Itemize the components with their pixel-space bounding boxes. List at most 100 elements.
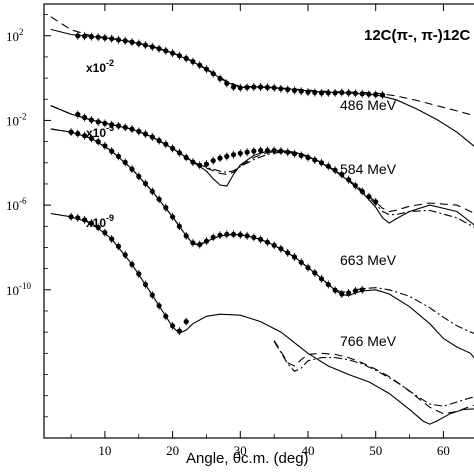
data-point bbox=[339, 171, 345, 177]
scale-label-3: x10-9 bbox=[86, 213, 114, 230]
data-point bbox=[325, 163, 331, 169]
data-point bbox=[170, 323, 176, 329]
data-point bbox=[264, 147, 270, 154]
data-point bbox=[251, 148, 257, 154]
data-point bbox=[142, 180, 149, 187]
data-point bbox=[359, 287, 365, 293]
data-point bbox=[217, 232, 223, 238]
model-curves bbox=[50, 16, 474, 425]
data-point bbox=[291, 151, 298, 157]
energy-label-584: 584 MeV bbox=[340, 161, 397, 177]
data-point bbox=[176, 53, 182, 59]
data-point bbox=[109, 122, 115, 128]
data-point bbox=[109, 236, 115, 242]
data-point bbox=[142, 131, 149, 137]
axis-ticks: 10 20 30 40 50 60 102 10-2 10-6 10-10 bbox=[6, 4, 450, 458]
data-point bbox=[325, 281, 331, 288]
data-point bbox=[318, 276, 325, 282]
data-point bbox=[258, 236, 264, 242]
curve-dashed-4 bbox=[273, 340, 474, 415]
data-point bbox=[318, 160, 325, 166]
data-point bbox=[224, 153, 230, 159]
data-point bbox=[271, 242, 277, 248]
data-point bbox=[203, 161, 210, 167]
data-point bbox=[271, 147, 277, 154]
curve-solid-3 bbox=[50, 128, 474, 359]
data-point bbox=[183, 319, 189, 325]
data-point bbox=[210, 234, 216, 240]
data-point bbox=[82, 133, 88, 139]
data-point bbox=[149, 188, 155, 194]
data-point bbox=[115, 123, 122, 129]
data-point bbox=[305, 154, 311, 161]
data-point bbox=[379, 92, 386, 98]
data-point bbox=[129, 166, 135, 172]
plot-frame bbox=[43, 3, 474, 439]
data-point bbox=[95, 224, 101, 230]
data-point bbox=[163, 205, 169, 211]
data-point bbox=[305, 89, 311, 95]
data-point bbox=[210, 158, 216, 164]
y-tick-label: 10-2 bbox=[6, 111, 27, 128]
data-point bbox=[115, 37, 122, 43]
x-tick-label: 20 bbox=[166, 443, 179, 458]
data-point bbox=[359, 91, 365, 97]
data-point bbox=[142, 281, 149, 288]
data-point bbox=[298, 88, 304, 94]
data-point bbox=[203, 238, 210, 244]
data-point bbox=[136, 128, 142, 134]
data-point bbox=[318, 90, 325, 96]
y-tick-label: 102 bbox=[6, 27, 24, 44]
data-point bbox=[88, 135, 94, 141]
data-point bbox=[298, 259, 304, 265]
data-point bbox=[352, 183, 358, 189]
data-point bbox=[346, 290, 352, 296]
data-point bbox=[352, 90, 358, 96]
data-point bbox=[136, 271, 142, 277]
data-point bbox=[332, 287, 338, 293]
data-point bbox=[237, 232, 243, 238]
data-point bbox=[102, 230, 108, 236]
data-point bbox=[244, 233, 250, 239]
data-point bbox=[291, 254, 298, 260]
data-point bbox=[88, 117, 94, 123]
data-point bbox=[197, 62, 203, 68]
data-point bbox=[373, 199, 379, 205]
data-point bbox=[359, 188, 365, 194]
curve-solid-1 bbox=[50, 28, 474, 147]
curve-dash-dot-4 bbox=[273, 341, 474, 407]
data-point bbox=[163, 48, 169, 54]
data-point bbox=[122, 38, 128, 44]
data-point bbox=[332, 167, 338, 173]
data-point bbox=[190, 159, 196, 165]
data-point bbox=[278, 86, 284, 92]
data-point bbox=[339, 291, 345, 297]
data-point bbox=[156, 138, 162, 144]
data-point bbox=[264, 239, 270, 245]
y-tick-label: 10-10 bbox=[6, 281, 31, 298]
data-point bbox=[224, 80, 230, 86]
data-point bbox=[163, 313, 169, 319]
data-point bbox=[176, 150, 182, 156]
data-point bbox=[82, 217, 88, 223]
data-point bbox=[88, 220, 94, 226]
data-point bbox=[75, 131, 81, 137]
data-point bbox=[190, 59, 196, 65]
data-point bbox=[95, 139, 101, 145]
data-point bbox=[230, 231, 237, 237]
data-point bbox=[109, 36, 115, 42]
data-point bbox=[163, 141, 169, 147]
data-point bbox=[278, 246, 284, 252]
data-point bbox=[170, 214, 176, 220]
data-point bbox=[95, 34, 101, 40]
data-point bbox=[102, 35, 108, 41]
data-point bbox=[278, 148, 284, 154]
data-point bbox=[149, 44, 155, 50]
data-point bbox=[136, 41, 142, 47]
data-point bbox=[115, 243, 122, 249]
data-point bbox=[122, 124, 128, 130]
data-point bbox=[339, 89, 345, 96]
data-point bbox=[176, 223, 182, 229]
data-point bbox=[291, 87, 298, 93]
data-points bbox=[68, 31, 386, 336]
